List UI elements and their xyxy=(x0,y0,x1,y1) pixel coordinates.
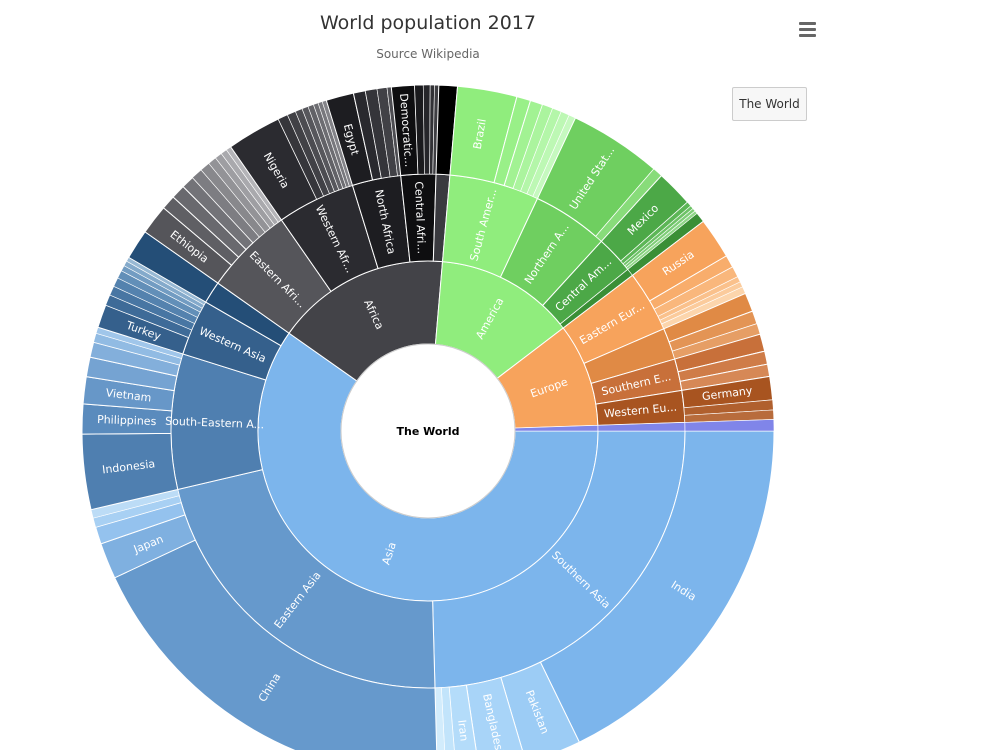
sunburst-rings xyxy=(81,84,775,750)
chart-subtitle: Source Wikipedia xyxy=(376,47,480,61)
menu-bar-line xyxy=(798,33,816,37)
center-circle[interactable] xyxy=(340,343,516,519)
country-slice[interactable] xyxy=(684,419,775,432)
drill-up-button[interactable]: The World xyxy=(732,87,807,121)
center-label[interactable]: The World xyxy=(395,424,461,440)
menu-bar-line xyxy=(798,21,816,25)
country-slice[interactable] xyxy=(422,84,431,175)
menu-bar-line xyxy=(798,27,816,31)
hamburger-menu-icon[interactable] xyxy=(793,16,821,42)
chart-title: World population 2017 xyxy=(320,12,536,34)
